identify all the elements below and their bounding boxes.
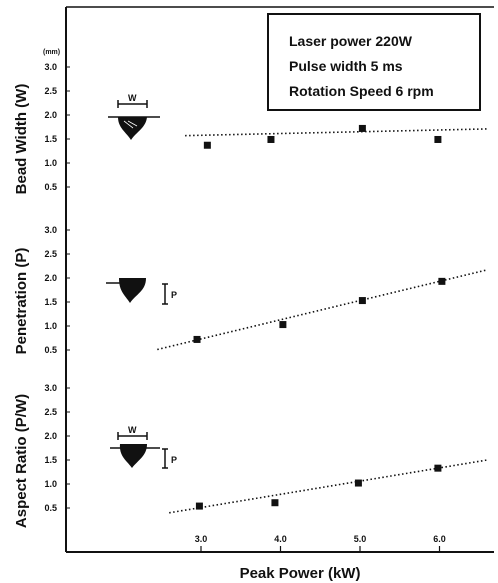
bead-width-point bbox=[434, 135, 442, 143]
x-tick-label: 6.0 bbox=[433, 534, 446, 544]
aspect-ratio-trend-line bbox=[169, 459, 488, 514]
x-tick-label: 4.0 bbox=[274, 534, 287, 544]
svg-text:W: W bbox=[128, 93, 137, 103]
penetration-ytick-label: 2.0 bbox=[44, 273, 57, 283]
bead-width-point bbox=[267, 135, 275, 143]
bead-width-panel: 0.5 1.0 1.5 2.0 2.5 3.0 Bead Width (W) bbox=[13, 62, 488, 195]
aspect-ratio-point bbox=[195, 502, 203, 510]
bead-width-ytick-label: 1.0 bbox=[44, 158, 57, 168]
bead-width-y-axis-title: Bead Width (W) bbox=[13, 84, 30, 195]
aspect-ratio-y-axis-title: Aspect Ratio (P/W) bbox=[13, 394, 30, 528]
bead-width-ytick-label: 2.5 bbox=[44, 86, 57, 96]
legend: Laser power 220W Pulse width 5 ms Rotati… bbox=[267, 13, 481, 111]
aspect-ratio-point bbox=[271, 499, 279, 507]
bead-width-shape-icon: W bbox=[108, 93, 160, 140]
penetration-y-axis-title: Penetration (P) bbox=[13, 248, 30, 355]
aspect-ratio-ytick-label: 0.5 bbox=[44, 503, 57, 513]
penetration-point bbox=[279, 321, 287, 329]
aspect-ratio-ytick-label: 2.5 bbox=[44, 407, 57, 417]
penetration-ytick-label: 2.5 bbox=[44, 249, 57, 259]
x-tick-label: 3.0 bbox=[195, 534, 208, 544]
aspect-ratio-ytick-label: 1.5 bbox=[44, 455, 57, 465]
penetration-ytick-label: 3.0 bbox=[44, 225, 57, 235]
x-ticks: 3.0 4.0 5.0 6.0 bbox=[195, 534, 446, 552]
penetration-point bbox=[358, 297, 366, 305]
x-tick-label: 5.0 bbox=[354, 534, 367, 544]
x-axis-title: Peak Power (kW) bbox=[240, 565, 361, 582]
aspect-ratio-panel: 0.5 1.0 1.5 2.0 2.5 3.0 Aspect Ratio (P/W) bbox=[13, 383, 488, 528]
aspect-ratio-ytick-label: 3.0 bbox=[44, 383, 57, 393]
penetration-panel: 0.5 1.0 1.5 2.0 2.5 3.0 Penetration (P) bbox=[13, 225, 488, 355]
aspect-ratio-ytick-label: 1.0 bbox=[44, 479, 57, 489]
legend-box bbox=[267, 13, 481, 111]
bead-width-ytick-label: 2.0 bbox=[44, 110, 57, 120]
penetration-ytick-label: 0.5 bbox=[44, 345, 57, 355]
penetration-ytick-label: 1.0 bbox=[44, 321, 57, 331]
bead-width-ytick-label: 0.5 bbox=[44, 182, 57, 192]
bead-width-point bbox=[203, 141, 211, 149]
bead-width-ytick-label: 1.5 bbox=[44, 134, 57, 144]
penetration-point bbox=[193, 335, 201, 343]
penetration-trend-line bbox=[157, 269, 488, 351]
aspect-ratio-shape-icon: W P bbox=[110, 425, 177, 469]
svg-text:P: P bbox=[171, 290, 177, 300]
penetration-shape-icon: P bbox=[106, 278, 177, 305]
legend-line-2: Pulse width 5 ms bbox=[289, 58, 403, 74]
svg-text:W: W bbox=[128, 425, 137, 435]
legend-line-1: Laser power 220W bbox=[289, 33, 413, 49]
bead-width-ytick-label: 3.0 bbox=[44, 62, 57, 72]
aspect-ratio-point bbox=[434, 464, 442, 472]
penetration-ytick-label: 1.5 bbox=[44, 297, 57, 307]
aspect-ratio-point bbox=[354, 479, 362, 487]
bead-width-point bbox=[358, 124, 366, 132]
legend-line-3: Rotation Speed 6 rpm bbox=[289, 83, 434, 99]
svg-text:P: P bbox=[171, 455, 177, 465]
penetration-point bbox=[438, 277, 446, 285]
panels: 0.5 1.0 1.5 2.0 2.5 3.0 Bead Width (W) 0.5 1.0 1.… bbox=[13, 62, 488, 528]
unit-label: (mm) bbox=[43, 49, 60, 56]
aspect-ratio-ytick-label: 2.0 bbox=[44, 431, 57, 441]
